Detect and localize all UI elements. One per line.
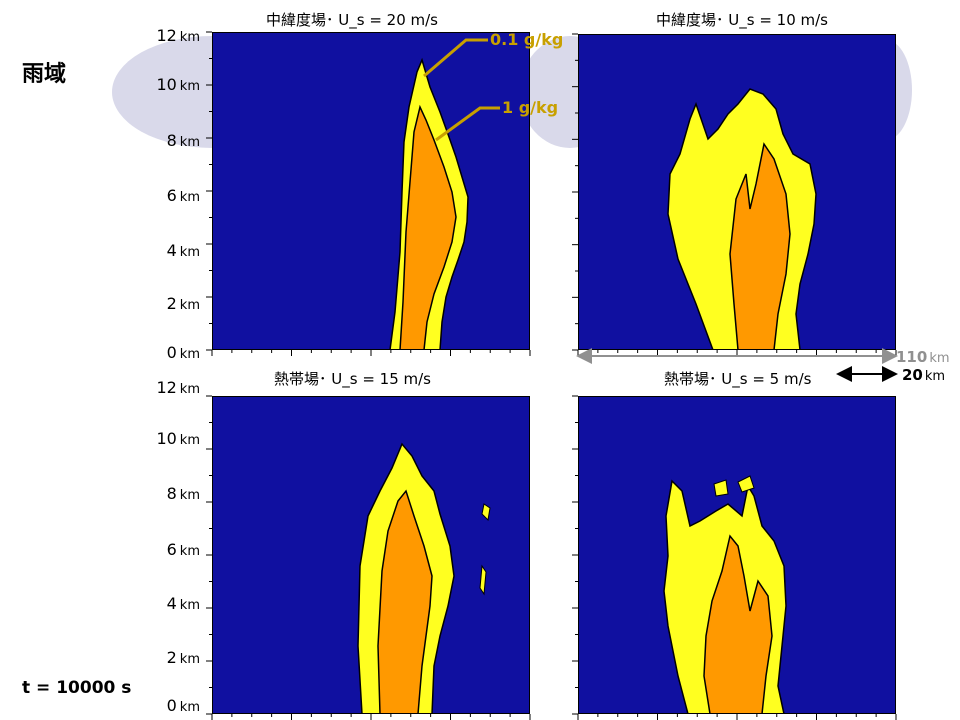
panel-title-3: 熱帯場･ U_s = 15 m/s <box>274 370 432 388</box>
y-tick-3-4: 4 km <box>166 594 200 613</box>
y-tick-3-2: 2 km <box>166 648 200 667</box>
y-tick-1-8: 8 km <box>166 131 200 150</box>
y-tick-1-10: 10 km <box>156 75 200 94</box>
y-tick-3-6: 6 km <box>166 540 200 559</box>
panel-title-2: 中緯度場･ U_s = 10 m/s <box>656 11 829 29</box>
contour-blob-4b <box>737 475 755 493</box>
contour-blob-3a <box>481 503 491 522</box>
panel-title-1: 中緯度場･ U_s = 20 m/s <box>266 11 439 29</box>
y-tick-1-0: 0 km <box>166 343 200 362</box>
y-tick-3-8: 8 km <box>166 484 200 503</box>
scale-label-110km: 110 km <box>896 348 950 366</box>
y-tick-1-12: 12 km <box>156 26 200 45</box>
y-tick-3-0: 0 km <box>166 696 200 715</box>
plot-area-3 <box>212 396 530 714</box>
page-title: 雨域 <box>22 62 67 87</box>
y-tick-1-2: 2 km <box>166 294 200 313</box>
contour-high-4 <box>703 534 773 714</box>
annotation-0-1-gkg: 0.1 g/kg <box>490 30 564 49</box>
y-tick-1-6: 6 km <box>166 186 200 205</box>
plot-area-2 <box>578 34 896 350</box>
time-label: t = 10000 s <box>22 678 132 698</box>
contour-high-1 <box>399 104 457 350</box>
contour-high-2 <box>729 142 791 350</box>
plot-background-1 <box>212 32 530 350</box>
panel-title-4: 熱帯場･ U_s = 5 m/s <box>664 370 812 388</box>
contour-blob-4a <box>713 479 729 497</box>
y-tick-1-4: 4 km <box>166 241 200 260</box>
contour-high-3 <box>377 489 433 714</box>
contour-blob-3b <box>479 564 487 596</box>
y-tick-3-10: 10 km <box>156 429 200 448</box>
plot-area-4 <box>578 396 896 714</box>
annotation-1-gkg: 1 g/kg <box>502 98 559 117</box>
scale-label-20km: 20 km <box>902 366 946 384</box>
y-tick-3-12: 12 km <box>156 378 200 397</box>
plot-area-1 <box>212 32 530 350</box>
